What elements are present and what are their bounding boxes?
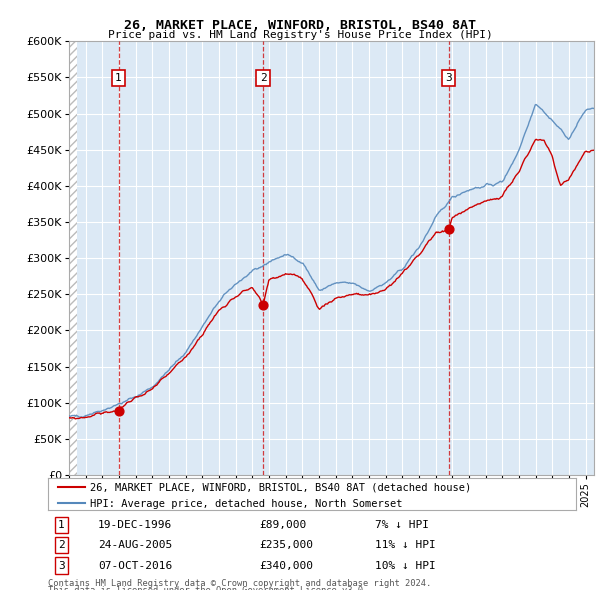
Text: 10% ↓ HPI: 10% ↓ HPI <box>376 560 436 571</box>
Text: £235,000: £235,000 <box>259 540 313 550</box>
Text: 24-AUG-2005: 24-AUG-2005 <box>98 540 172 550</box>
Text: 11% ↓ HPI: 11% ↓ HPI <box>376 540 436 550</box>
Text: 26, MARKET PLACE, WINFORD, BRISTOL, BS40 8AT: 26, MARKET PLACE, WINFORD, BRISTOL, BS40… <box>124 19 476 32</box>
Text: HPI: Average price, detached house, North Somerset: HPI: Average price, detached house, Nort… <box>90 499 403 509</box>
Point <box>444 225 454 234</box>
Text: £340,000: £340,000 <box>259 560 313 571</box>
Text: 19-DEC-1996: 19-DEC-1996 <box>98 520 172 530</box>
Text: This data is licensed under the Open Government Licence v3.0.: This data is licensed under the Open Gov… <box>48 586 368 590</box>
Point <box>259 300 268 310</box>
Text: 1: 1 <box>115 73 122 83</box>
Text: 1: 1 <box>58 520 65 530</box>
Text: 7% ↓ HPI: 7% ↓ HPI <box>376 520 430 530</box>
Text: Price paid vs. HM Land Registry's House Price Index (HPI): Price paid vs. HM Land Registry's House … <box>107 30 493 40</box>
Text: 2: 2 <box>58 540 65 550</box>
Bar <box>69 41 77 475</box>
Text: £89,000: £89,000 <box>259 520 307 530</box>
Point <box>114 406 124 415</box>
Text: 3: 3 <box>445 73 452 83</box>
Text: 3: 3 <box>58 560 65 571</box>
Text: 2: 2 <box>260 73 266 83</box>
Text: Contains HM Land Registry data © Crown copyright and database right 2024.: Contains HM Land Registry data © Crown c… <box>48 579 431 588</box>
Text: 26, MARKET PLACE, WINFORD, BRISTOL, BS40 8AT (detached house): 26, MARKET PLACE, WINFORD, BRISTOL, BS40… <box>90 483 472 493</box>
Text: 07-OCT-2016: 07-OCT-2016 <box>98 560 172 571</box>
